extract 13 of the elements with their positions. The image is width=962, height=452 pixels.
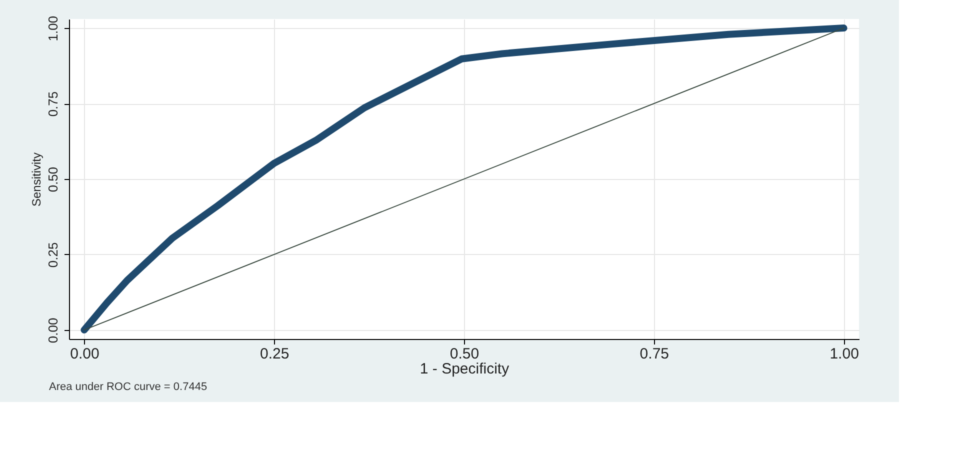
- text: Area under ROC curve = 0.7445: [49, 381, 208, 393]
- x-tick-label: 1.00: [830, 346, 859, 362]
- y-tick-label: 0.00: [46, 318, 60, 344]
- x-tick-label: 0.25: [260, 346, 290, 362]
- x-tick-label: 0.75: [640, 346, 670, 362]
- y-tick-label: 0.75: [46, 91, 60, 117]
- x-axis-title: 1 - Specificity: [420, 360, 510, 378]
- x-tick-label: 0.00: [70, 346, 100, 362]
- y-tick-label: 0.25: [46, 242, 60, 268]
- y-tick-label: 0.50: [46, 166, 60, 192]
- y-tick-label: 1.00: [46, 16, 60, 42]
- y-axis-title: Sensitivity: [30, 152, 44, 207]
- x-tick-label: 0.50: [450, 346, 480, 362]
